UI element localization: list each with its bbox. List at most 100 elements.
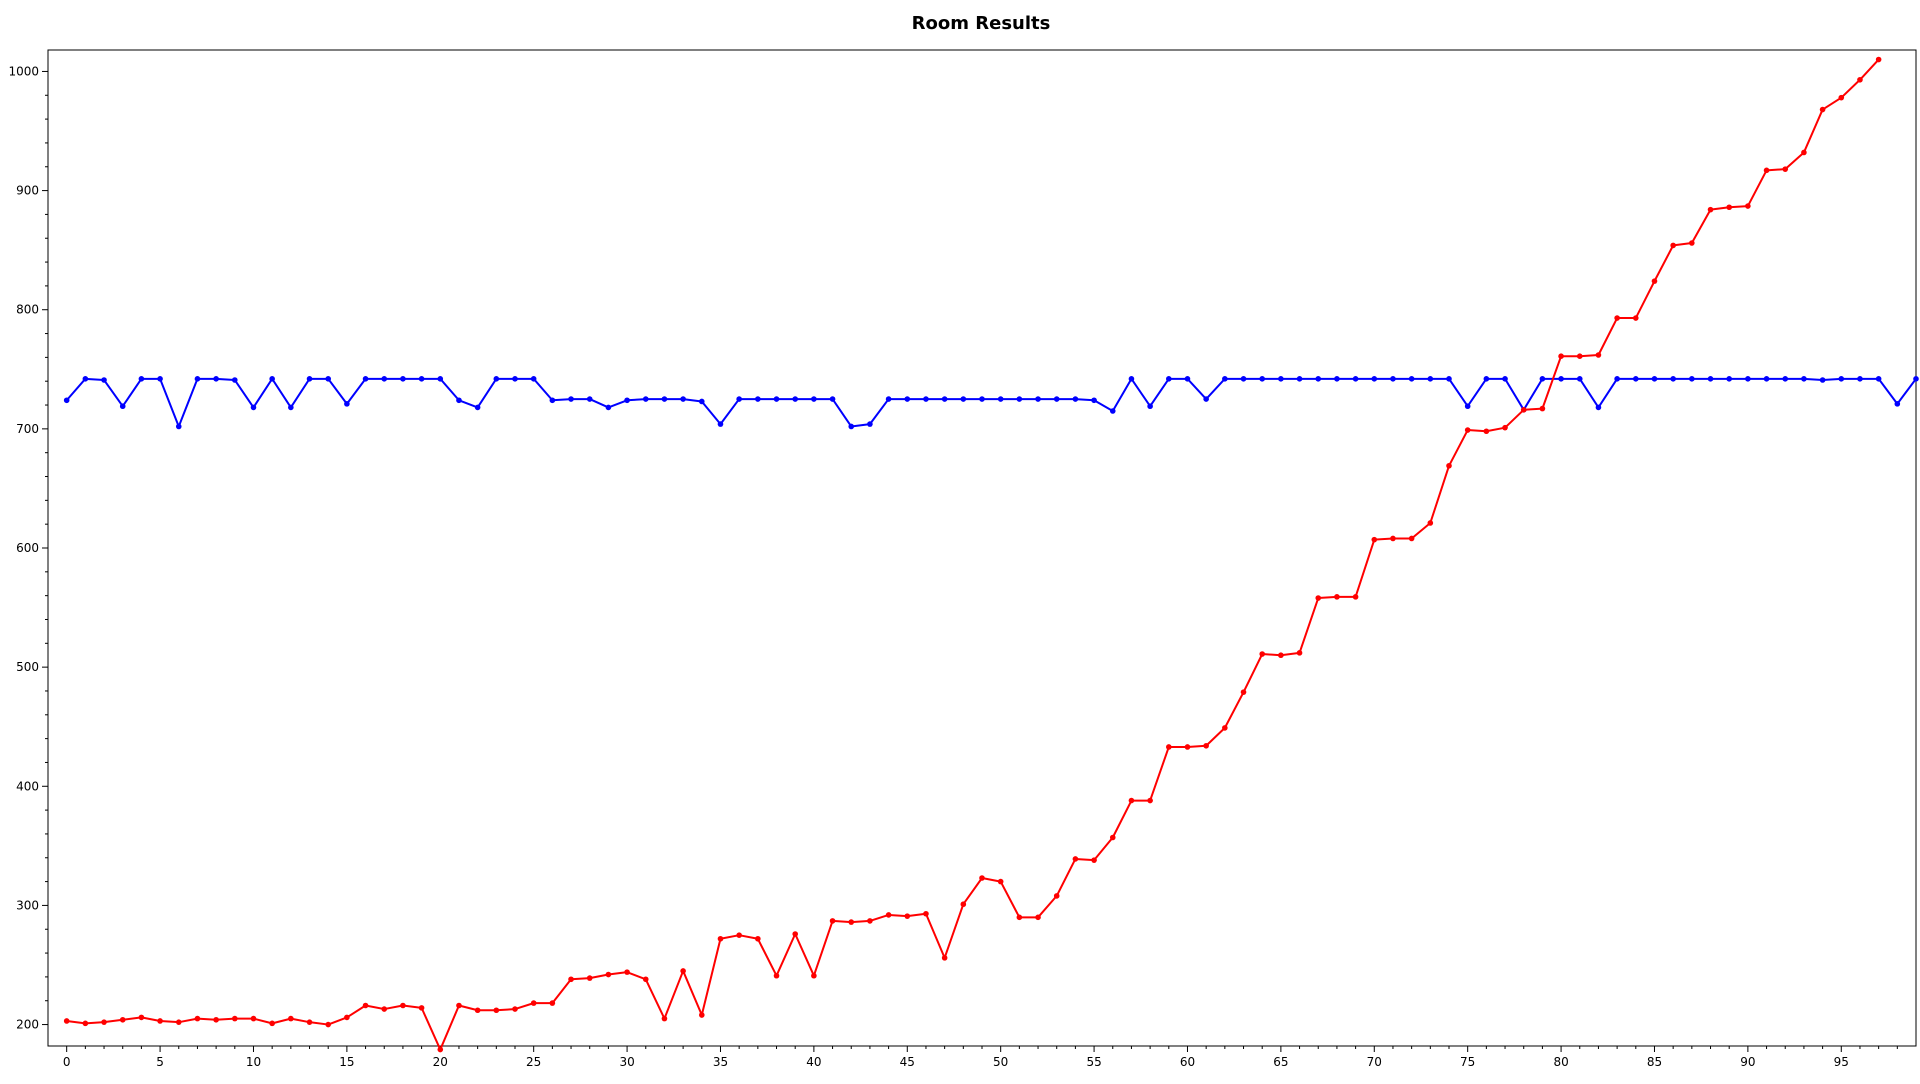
series-2-point: [138, 1014, 145, 1021]
series-2-point: [400, 1002, 406, 1009]
y-tick-label: 900: [16, 184, 39, 198]
series-2-point: [418, 1005, 425, 1011]
series-1-point: [1894, 401, 1901, 407]
series-2-point: [1334, 594, 1340, 600]
series-1-point: [194, 376, 201, 382]
series-2-point: [1315, 595, 1322, 601]
series-1-point: [493, 376, 500, 382]
series-2-point: [1109, 834, 1116, 841]
series-1-point: [101, 377, 107, 383]
series-2-point: [829, 918, 836, 924]
series-1-point: [1689, 376, 1695, 382]
series-2-point: [1614, 315, 1620, 321]
series-2-point: [493, 1007, 500, 1014]
series-1-point: [605, 404, 612, 411]
series-2-point: [1222, 725, 1228, 731]
series-1-point: [456, 397, 462, 404]
series-1-point: [773, 396, 780, 402]
series-2-point: [549, 1000, 556, 1006]
series-2-point: [1819, 106, 1826, 113]
series-2-point: [1446, 462, 1452, 469]
series-2-point: [1726, 204, 1732, 211]
series-1-point: [1782, 376, 1789, 382]
series-2-point: [1278, 652, 1284, 659]
series-2-point: [1184, 744, 1191, 750]
x-tick-label: 30: [619, 1055, 634, 1069]
series-1-point: [344, 401, 350, 407]
series-2-point: [904, 913, 911, 919]
x-axis: 0 5 10 15 20 25 30 35 40 45 50 55 60 65 70 75 80 85 90 95: [63, 1046, 1898, 1069]
x-tick-label: 60: [1180, 1055, 1195, 1069]
y-tick-label: 300: [16, 898, 39, 912]
series-1-point: [288, 404, 294, 411]
series-1-point: [1203, 396, 1209, 402]
series-1: [63, 376, 1919, 430]
series-1-point: [1875, 376, 1882, 382]
series-2-point: [530, 1000, 537, 1006]
series-2-point: [157, 1018, 163, 1024]
series-2-point: [1520, 407, 1527, 413]
series-1-point: [1072, 396, 1079, 402]
x-tick-label: 25: [526, 1055, 541, 1069]
series-2-point: [1240, 689, 1247, 695]
series-2-point: [474, 1007, 481, 1014]
series-1-point: [642, 396, 649, 402]
y-axis: 200 300 400 500 600 700 800 900 1000: [8, 64, 48, 1032]
y-tick-label: 1000: [8, 64, 39, 78]
series-2-point: [1016, 914, 1023, 921]
series-2-point: [979, 875, 985, 881]
series-1-point: [885, 396, 892, 402]
series-1-point: [1819, 377, 1826, 383]
series-1-point: [1352, 376, 1359, 382]
series-2-point: [941, 955, 948, 961]
series-1-point: [1166, 376, 1172, 382]
x-tick-label: 55: [1086, 1055, 1101, 1069]
series-2-point: [586, 975, 593, 981]
series-2-point: [175, 1019, 182, 1025]
series-2-point: [1707, 206, 1714, 213]
series-2-point: [82, 1020, 89, 1027]
series-1-point: [717, 421, 724, 427]
series-2-point: [642, 976, 649, 983]
series-2-point: [1371, 536, 1378, 543]
series-2-point: [101, 1019, 107, 1025]
series-2-point: [344, 1014, 350, 1021]
series-1-point: [1259, 376, 1265, 382]
y-tick-label: 600: [16, 541, 39, 555]
series-1-point: [1371, 376, 1378, 382]
y-tick-label: 800: [16, 303, 39, 317]
series-1-point: [512, 376, 518, 382]
series-1-point: [1539, 376, 1546, 382]
series-1-point: [941, 396, 948, 402]
series-1-point: [362, 376, 369, 382]
series-1-point: [1222, 376, 1228, 382]
series-1-point: [829, 396, 836, 402]
series-2-point: [1203, 742, 1209, 749]
series-1-point: [1315, 376, 1322, 382]
series-1-point: [1464, 403, 1471, 410]
series-2-point: [194, 1015, 201, 1022]
series-2-point: [1801, 149, 1807, 156]
series-1-point: [530, 376, 537, 382]
series-2-point: [1763, 167, 1770, 174]
series-1-point: [1913, 376, 1919, 382]
series-1-point: [1633, 376, 1639, 382]
x-tick-label: 70: [1367, 1055, 1382, 1069]
series-2-point: [1464, 427, 1471, 433]
series-2-point: [1072, 856, 1079, 862]
series-2-point: [1483, 428, 1490, 435]
series-1-point: [1128, 376, 1135, 382]
series-1-point: [1595, 404, 1602, 411]
series-2-point: [1576, 353, 1583, 359]
x-tick-label: 15: [339, 1055, 354, 1069]
series-1-point: [1726, 376, 1732, 382]
series-2-point: [288, 1015, 294, 1022]
series-2-point: [1259, 651, 1265, 657]
series-1-point: [586, 396, 593, 402]
series-1-point: [1614, 376, 1620, 382]
series-1-point: [1446, 376, 1452, 382]
series-2-point: [1427, 520, 1434, 526]
series-1-point: [82, 376, 89, 382]
